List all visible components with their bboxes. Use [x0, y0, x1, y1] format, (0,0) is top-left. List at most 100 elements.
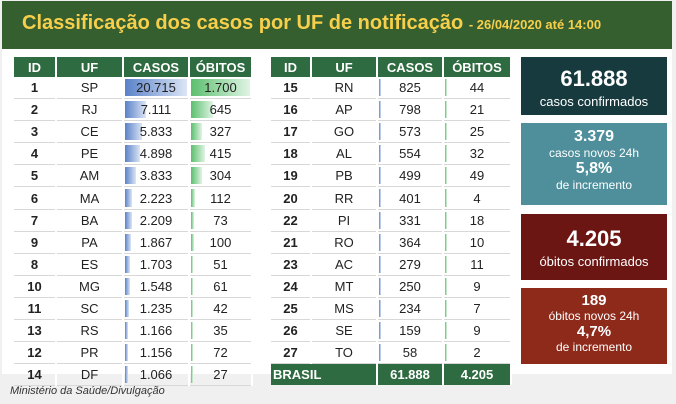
obitos-bar: [445, 101, 447, 119]
casos-value: 1.867: [139, 234, 173, 250]
table-row: 13 RS 1.166 35: [14, 319, 253, 343]
row-uf: ES: [56, 253, 124, 276]
row-id: 17: [271, 120, 312, 144]
row-obitos: 32: [443, 142, 512, 166]
obitos-value: 9: [473, 323, 481, 339]
column-header-id: ID: [14, 57, 57, 77]
row-casos: 20.715: [123, 77, 190, 100]
obitos-value: 73: [213, 212, 228, 228]
casos-value: 7.111: [140, 102, 172, 118]
row-casos: 331: [377, 209, 444, 232]
casos-bar: [379, 167, 381, 185]
row-id: 3: [14, 120, 57, 144]
obitos-value: 32: [469, 146, 485, 162]
casos-value: 554: [399, 146, 421, 162]
obitos-bar: [445, 167, 447, 185]
table-row: 27 TO 58 2: [271, 341, 512, 365]
obitos-bar: [191, 189, 195, 207]
obitos-bar: [191, 211, 194, 229]
row-id: 15: [271, 77, 312, 100]
table-row: 23 AC 279 11: [271, 253, 512, 276]
card-casos-confirmados: 61.888 casos confirmados: [521, 57, 667, 115]
row-obitos: 27: [189, 363, 253, 387]
casos-bar: [379, 322, 381, 340]
table-header-row: ID UF CASOS ÓBITOS: [14, 57, 253, 77]
obitos-value: 327: [209, 124, 232, 140]
card-value: 3.379: [573, 128, 615, 145]
obitos-value: 415: [209, 146, 232, 162]
obitos-bar: [191, 167, 202, 185]
obitos-value: 35: [213, 323, 228, 339]
row-uf: CE: [56, 120, 124, 144]
obitos-value: 1.700: [204, 80, 237, 96]
table-row: 2 RJ 7.111 645: [14, 98, 253, 122]
casos-bar: [379, 123, 381, 141]
casos-bar: [125, 366, 128, 384]
card-sublabel: de incremento: [555, 178, 633, 192]
row-casos: 573: [377, 120, 444, 144]
table-row: 5 AM 3.833 304: [14, 164, 253, 188]
casos-bar: [125, 344, 128, 362]
obitos-value: 49: [469, 168, 485, 184]
column-header-casos: CASOS: [123, 57, 190, 77]
column-header-id: ID: [271, 57, 312, 77]
obitos-value: 61: [213, 278, 228, 294]
row-casos: 1.867: [123, 231, 190, 254]
row-casos: 2.223: [123, 186, 190, 210]
row-obitos: 9: [443, 319, 512, 343]
casos-bar: [379, 299, 381, 318]
row-obitos: 10: [443, 231, 512, 254]
casos-bar: [125, 322, 128, 340]
row-uf: AP: [311, 98, 378, 122]
casos-bar: [125, 189, 132, 207]
row-uf: PB: [311, 164, 378, 188]
obitos-bar: [445, 344, 447, 362]
card-value: 189: [581, 292, 607, 309]
row-id: 7: [14, 209, 57, 232]
obitos-value: 304: [209, 168, 232, 184]
table-row: 17 GO 573 25: [271, 120, 512, 144]
row-uf: TO: [311, 341, 378, 365]
row-id: 24: [271, 275, 312, 298]
photo-credit-caption: Ministério da Saúde/Divulgação: [10, 385, 165, 397]
row-casos: 401: [377, 186, 444, 210]
obitos-value: 18: [469, 212, 485, 228]
casos-value: 401: [399, 190, 421, 206]
row-casos: 5.833: [123, 120, 190, 144]
row-obitos: 35: [189, 319, 253, 343]
casos-bar: [379, 189, 381, 207]
row-casos: 1.548: [123, 275, 190, 298]
row-uf: MS: [311, 297, 378, 321]
obitos-value: 645: [209, 102, 232, 118]
obitos-bar: [191, 366, 193, 384]
casos-value: 3.833: [139, 168, 173, 184]
casos-value: 20.715: [136, 80, 176, 96]
row-casos: 7.111: [123, 98, 190, 122]
row-casos: 1.166: [123, 319, 190, 343]
row-obitos: 7: [443, 297, 512, 321]
row-id: 2: [14, 98, 57, 122]
obitos-bar: [445, 233, 447, 251]
title-text: Classificação dos casos por UF de notifi…: [22, 12, 464, 34]
table-row: 6 MA 2.223 112: [14, 186, 253, 210]
obitos-value: 25: [469, 124, 485, 140]
row-obitos: 51: [189, 253, 253, 276]
card-obitos-novos: 189 óbitos novos 24h 4,7% de incremento: [521, 288, 667, 364]
card-percent: 5,8%: [575, 160, 613, 177]
table-row: 16 AP 798 21: [271, 98, 512, 122]
casos-value: 573: [399, 124, 421, 140]
row-obitos: 11: [443, 253, 512, 276]
row-uf: SE: [311, 319, 378, 343]
obitos-bar: [445, 123, 447, 141]
obitos-value: 72: [213, 345, 228, 361]
row-id: 25: [271, 297, 312, 321]
page-title: Classificação dos casos por UF de notifi…: [22, 12, 601, 35]
casos-bar: [379, 101, 381, 119]
row-id: 26: [271, 319, 312, 343]
row-obitos: 49: [443, 164, 512, 188]
obitos-value: 4: [473, 190, 481, 206]
obitos-bar: [191, 79, 250, 97]
row-uf: RR: [311, 186, 378, 210]
obitos-value: 2: [473, 345, 481, 361]
table-row: 26 SE 159 9: [271, 319, 512, 343]
